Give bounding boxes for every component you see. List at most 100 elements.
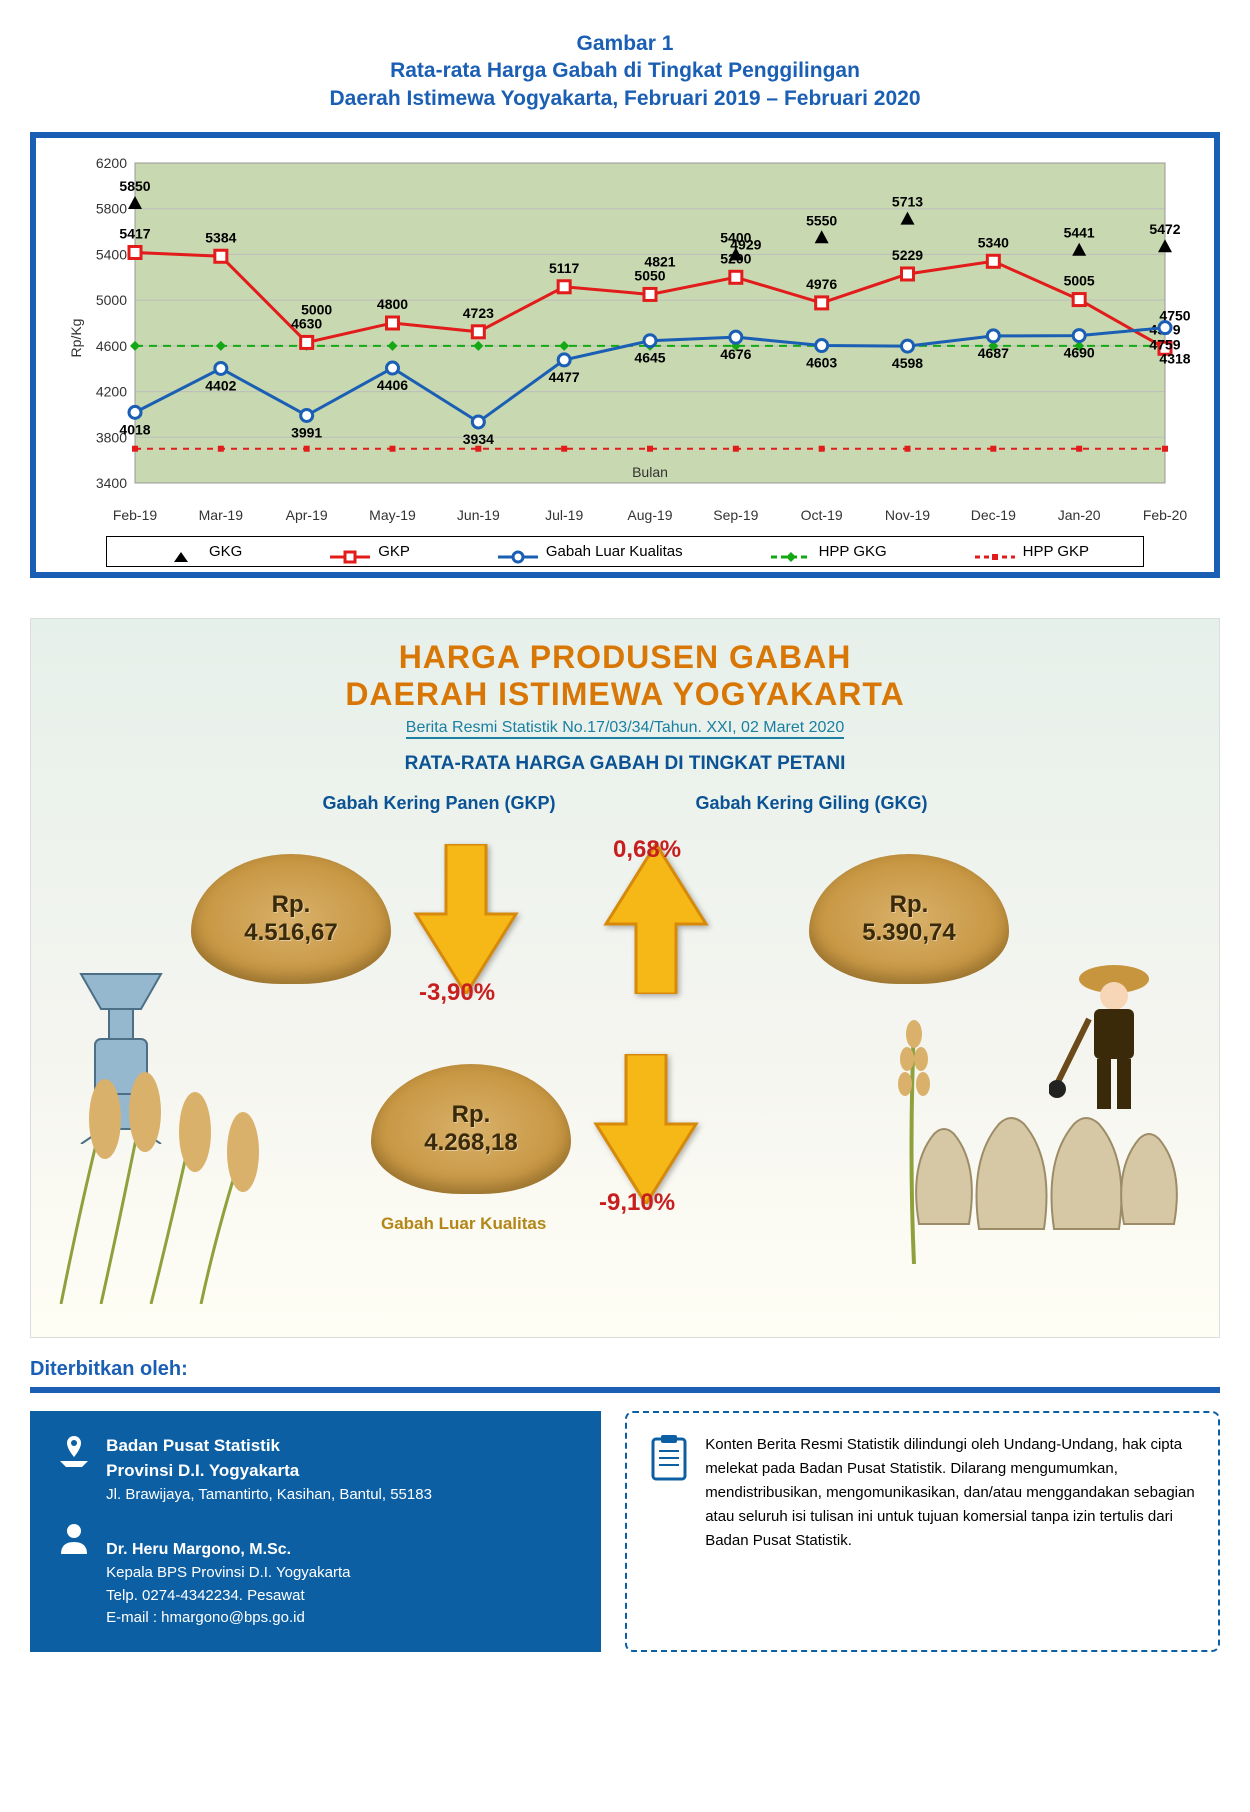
svg-text:4976: 4976 xyxy=(806,276,837,292)
svg-text:5384: 5384 xyxy=(205,229,236,245)
gkp-price: 4.516,67 xyxy=(244,919,337,946)
svg-text:4630: 4630 xyxy=(291,315,322,331)
svg-text:4603: 4603 xyxy=(806,354,837,370)
gkg-price: 5.390,74 xyxy=(862,919,955,946)
svg-text:Mar-19: Mar-19 xyxy=(199,507,244,523)
svg-text:5000: 5000 xyxy=(96,292,127,308)
luar-grain-pile: Rp.4.268,18 xyxy=(371,1064,571,1194)
arrow-down-icon xyxy=(411,844,521,994)
gkp-grain-pile: Rp.4.516,67 xyxy=(191,854,391,984)
svg-text:4406: 4406 xyxy=(377,377,408,393)
wheat-illustration xyxy=(41,1064,301,1304)
svg-text:4318: 4318 xyxy=(1159,351,1190,367)
svg-text:5117: 5117 xyxy=(549,260,580,276)
luar-price: 4.268,18 xyxy=(424,1129,517,1156)
person-title: Kepala BPS Provinsi D.I. Yogyakarta xyxy=(106,1562,569,1585)
svg-text:5050: 5050 xyxy=(634,267,665,283)
legend-item: HPP GKP xyxy=(975,543,1089,560)
svg-text:Oct-19: Oct-19 xyxy=(801,507,843,523)
org-name: Badan Pusat Statistik xyxy=(106,1433,569,1459)
org-address: Jl. Brawijaya, Tamantirto, Kasihan, Bant… xyxy=(106,1484,569,1507)
svg-text:5441: 5441 xyxy=(1064,225,1095,241)
svg-text:4600: 4600 xyxy=(96,338,127,354)
person-name: Dr. Heru Margono, M.Sc. xyxy=(106,1538,569,1562)
svg-text:3934: 3934 xyxy=(463,431,494,447)
copyright-notice: Konten Berita Resmi Statistik dilindungi… xyxy=(625,1411,1220,1652)
svg-text:4200: 4200 xyxy=(96,383,127,399)
map-pin-icon xyxy=(56,1433,92,1477)
ig-subtitle: Berita Resmi Statistik No.17/03/34/Tahun… xyxy=(406,719,844,739)
footer-rule xyxy=(30,1387,1220,1393)
svg-text:3400: 3400 xyxy=(96,475,127,491)
svg-text:Rp/Kg: Rp/Kg xyxy=(68,318,84,357)
legend-item: GKG xyxy=(161,543,242,560)
gkg-price-pref: Rp. xyxy=(890,891,929,918)
svg-text:Apr-19: Apr-19 xyxy=(286,507,328,523)
svg-text:4477: 4477 xyxy=(549,369,580,385)
svg-text:5800: 5800 xyxy=(96,201,127,217)
legend-item: GKP xyxy=(330,543,410,560)
svg-text:May-19: May-19 xyxy=(369,507,416,523)
published-by-label: Diterbitkan oleh: xyxy=(30,1358,1220,1381)
svg-text:5400: 5400 xyxy=(720,229,751,245)
svg-text:4723: 4723 xyxy=(463,305,494,321)
ig-title-1: HARGA PRODUSEN GABAH xyxy=(51,639,1199,676)
svg-text:3991: 3991 xyxy=(291,424,322,440)
svg-text:Bulan: Bulan xyxy=(632,464,668,480)
svg-text:5400: 5400 xyxy=(96,246,127,262)
ig-title-2: DAERAH ISTIMEWA YOGYAKARTA xyxy=(51,676,1199,713)
gkg-change: 0,68% xyxy=(613,836,681,864)
infographic-panel: HARGA PRODUSEN GABAH DAERAH ISTIMEWA YOG… xyxy=(30,618,1220,1338)
arrow-down-icon-2 xyxy=(591,1054,701,1204)
svg-text:5417: 5417 xyxy=(119,225,150,241)
chart-legend: GKGGKPGabah Luar KualitasHPP GKGHPP GKP xyxy=(106,536,1144,567)
svg-text:Nov-19: Nov-19 xyxy=(885,507,930,523)
svg-text:Feb-20: Feb-20 xyxy=(1143,507,1188,523)
gkp-change: -3,90% xyxy=(419,979,495,1007)
luar-label: Gabah Luar Kualitas xyxy=(381,1214,546,1234)
gkg-grain-pile: Rp.5.390,74 xyxy=(809,854,1009,984)
svg-text:5340: 5340 xyxy=(978,234,1009,250)
svg-text:4598: 4598 xyxy=(892,355,923,371)
person-email: E-mail : hmargono@bps.go.id xyxy=(106,1607,569,1630)
gkp-price-pref: Rp. xyxy=(272,891,311,918)
svg-text:6200: 6200 xyxy=(96,155,127,171)
notice-text: Konten Berita Resmi Statistik dilindungi… xyxy=(705,1433,1196,1630)
svg-text:Dec-19: Dec-19 xyxy=(971,507,1016,523)
svg-text:5005: 5005 xyxy=(1064,272,1095,288)
chart-title: Gambar 1 Rata-rata Harga Gabah di Tingka… xyxy=(30,30,1220,112)
legend-item: Gabah Luar Kualitas xyxy=(498,543,683,560)
svg-text:Jun-19: Jun-19 xyxy=(457,507,500,523)
svg-text:4676: 4676 xyxy=(720,346,751,362)
rice-sacks-icon xyxy=(909,1074,1189,1234)
svg-text:4821: 4821 xyxy=(644,253,675,269)
publisher-box: Badan Pusat Statistik Provinsi D.I. Yogy… xyxy=(30,1411,601,1652)
svg-text:5550: 5550 xyxy=(806,212,837,228)
ig-gkg-title: Gabah Kering Giling (GKG) xyxy=(696,793,928,814)
svg-text:4800: 4800 xyxy=(377,296,408,312)
luar-price-pref: Rp. xyxy=(452,1101,491,1128)
person-icon xyxy=(56,1520,92,1564)
svg-text:Jan-20: Jan-20 xyxy=(1058,507,1101,523)
svg-text:Feb-19: Feb-19 xyxy=(113,507,158,523)
svg-text:Aug-19: Aug-19 xyxy=(627,507,672,523)
svg-text:Sep-19: Sep-19 xyxy=(713,507,758,523)
svg-text:4018: 4018 xyxy=(119,421,150,437)
svg-text:4402: 4402 xyxy=(205,377,236,393)
svg-text:5713: 5713 xyxy=(892,194,923,210)
chart-frame: 34003800420046005000540058006200Rp/KgFeb… xyxy=(30,132,1220,578)
org-sub: Provinsi D.I. Yogyakarta xyxy=(106,1458,569,1484)
svg-text:5229: 5229 xyxy=(892,247,923,263)
luar-change: -9,10% xyxy=(599,1189,675,1217)
svg-text:4690: 4690 xyxy=(1064,344,1095,360)
svg-text:Jul-19: Jul-19 xyxy=(545,507,583,523)
clipboard-icon xyxy=(649,1433,689,1630)
chart-title-l1: Gambar 1 xyxy=(30,30,1220,57)
svg-text:5850: 5850 xyxy=(119,178,150,194)
ig-heading: RATA-RATA HARGA GABAH DI TINGKAT PETANI xyxy=(51,753,1199,775)
ig-gkp-title: Gabah Kering Panen (GKP) xyxy=(322,793,555,814)
svg-text:4645: 4645 xyxy=(634,350,665,366)
person-phone: Telp. 0274-4342234. Pesawat xyxy=(106,1585,569,1608)
svg-text:4687: 4687 xyxy=(978,345,1009,361)
svg-text:5000: 5000 xyxy=(301,301,332,317)
